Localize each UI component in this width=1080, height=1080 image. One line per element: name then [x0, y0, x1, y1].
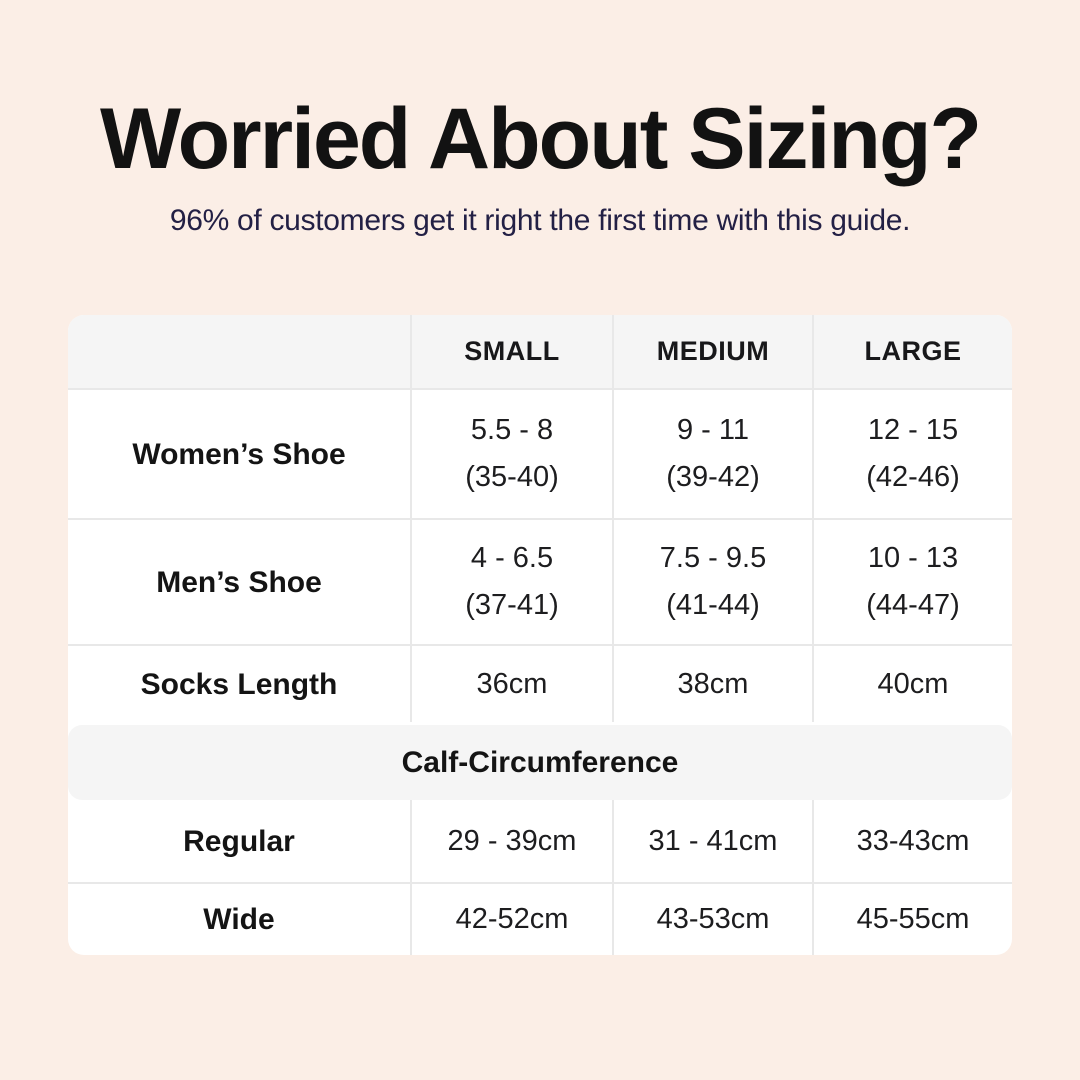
- value-line-1: 7.5 - 9.5: [659, 542, 767, 574]
- socks-length-medium: 38cm: [612, 644, 812, 722]
- mens-shoe-small: 4 - 6.5 (37-41): [410, 518, 612, 644]
- value-line-1: 5.5 - 8: [470, 414, 554, 446]
- wide-medium: 43-53cm: [612, 882, 812, 955]
- table-corner-cell: [68, 315, 410, 388]
- womens-shoe-large: 12 - 15 (42-46): [812, 388, 1012, 518]
- row-label-socks-length: Socks Length: [68, 644, 410, 722]
- value-line-2: (44-47): [866, 589, 960, 621]
- section-header-calf-circumference: Calf-Circumference: [68, 725, 1012, 800]
- mens-shoe-medium: 7.5 - 9.5 (41-44): [612, 518, 812, 644]
- value-line-1: 9 - 11: [676, 414, 749, 446]
- row-label-womens-shoe: Women’s Shoe: [68, 388, 410, 518]
- value-line-2: (39-42): [666, 461, 760, 493]
- value-line-1: 10 - 13: [867, 542, 959, 574]
- value-line-2: (41-44): [666, 589, 760, 621]
- page-title: Worried About Sizing?: [99, 91, 982, 187]
- row-label-mens-shoe: Men’s Shoe: [68, 518, 410, 644]
- womens-shoe-medium: 9 - 11 (39-42): [612, 388, 812, 518]
- regular-large: 33-43cm: [812, 800, 1012, 882]
- value-line-1: 4 - 6.5: [470, 542, 554, 574]
- regular-small: 29 - 39cm: [410, 800, 612, 882]
- page-subtitle: 96% of customers get it right the first …: [169, 204, 911, 237]
- womens-shoe-small: 5.5 - 8 (35-40): [410, 388, 612, 518]
- value-line-2: (35-40): [465, 461, 559, 493]
- wide-small: 42-52cm: [410, 882, 612, 955]
- value-line-1: 12 - 15: [867, 414, 959, 446]
- socks-length-large: 40cm: [812, 644, 1012, 722]
- column-header-medium: MEDIUM: [612, 315, 812, 388]
- regular-medium: 31 - 41cm: [612, 800, 812, 882]
- wide-large: 45-55cm: [812, 882, 1012, 955]
- row-label-regular: Regular: [183, 824, 295, 858]
- socks-length-small: 36cm: [410, 644, 612, 722]
- size-chart-table: SMALL MEDIUM LARGE Women’s Shoe 5.5 - 8 …: [68, 315, 1012, 955]
- value-line-2: (42-46): [866, 461, 960, 493]
- column-header-large: LARGE: [812, 315, 1012, 388]
- mens-shoe-large: 10 - 13 (44-47): [812, 518, 1012, 644]
- row-label-wide: Wide: [68, 882, 410, 955]
- column-header-small: SMALL: [410, 315, 612, 388]
- value-line-2: (37-41): [465, 589, 559, 621]
